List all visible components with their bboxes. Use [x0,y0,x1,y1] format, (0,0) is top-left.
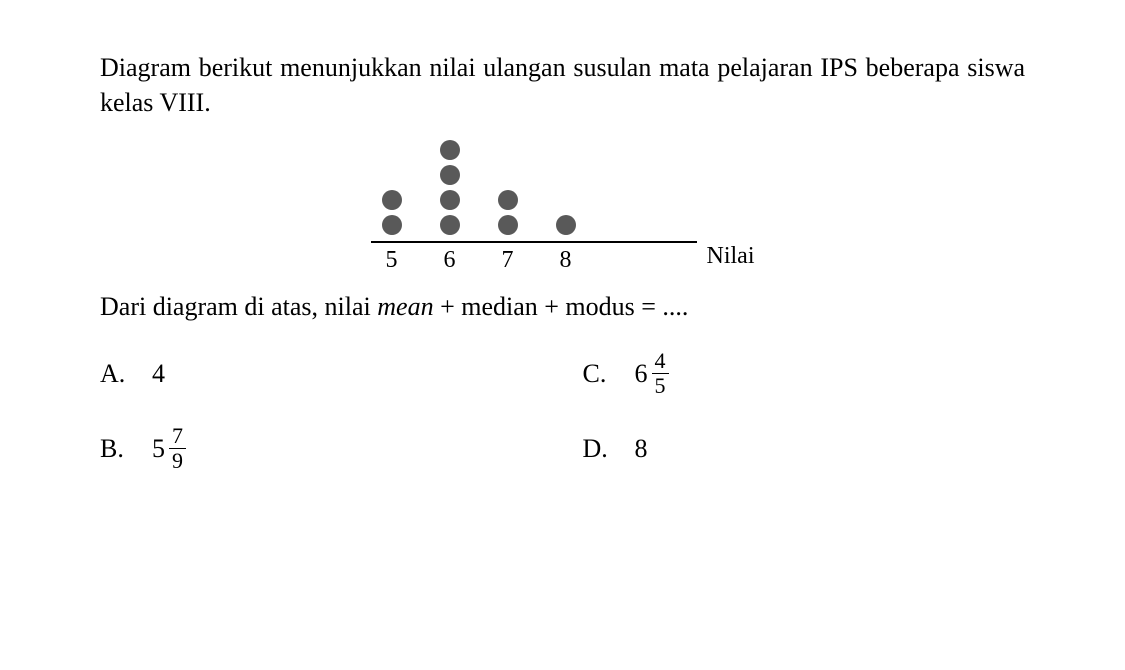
axis-tick: 6 [435,247,465,274]
dot [498,215,518,235]
option-b-value: 5 7 9 [152,425,186,472]
axis-line [371,241,697,243]
option-d: D. 8 [583,425,1026,472]
dot [440,165,460,185]
dot [382,190,402,210]
mean-word: mean [377,292,433,321]
axis-tick: 7 [493,247,523,274]
dot [556,215,576,235]
option-c-value: 6 4 5 [635,350,669,397]
intro-line-1: Diagram berikut menunjukkan nilai ulanga… [100,53,813,82]
intro-text: Diagram berikut menunjukkan nilai ulanga… [100,50,1025,120]
option-c-letter: C. [583,359,613,389]
axis-tick: 5 [377,247,407,274]
option-c: C. 6 4 5 [583,350,1026,397]
dot [498,190,518,210]
dot [440,140,460,160]
option-b-letter: B. [100,434,130,464]
dotplot-chart: 5 6 7 8 Nilai [100,140,1025,274]
options-grid: A. 4 C. 6 4 5 B. 5 7 9 D. [100,350,1025,472]
dot [440,215,460,235]
option-a: A. 4 [100,350,543,397]
dot [382,215,402,235]
axis-label: Nilai [707,243,755,272]
dot-column [551,215,581,235]
option-d-letter: D. [583,434,613,464]
dot-column [435,140,465,235]
option-d-value: 8 [635,434,648,464]
axis-tick: 8 [551,247,581,274]
option-a-value: 4 [152,359,165,389]
dot-column [493,190,523,235]
dot-column [377,190,407,235]
option-b: B. 5 7 9 [100,425,543,472]
dot [440,190,460,210]
option-a-letter: A. [100,359,130,389]
question-text: Dari diagram di atas, nilai mean + media… [100,292,1025,322]
